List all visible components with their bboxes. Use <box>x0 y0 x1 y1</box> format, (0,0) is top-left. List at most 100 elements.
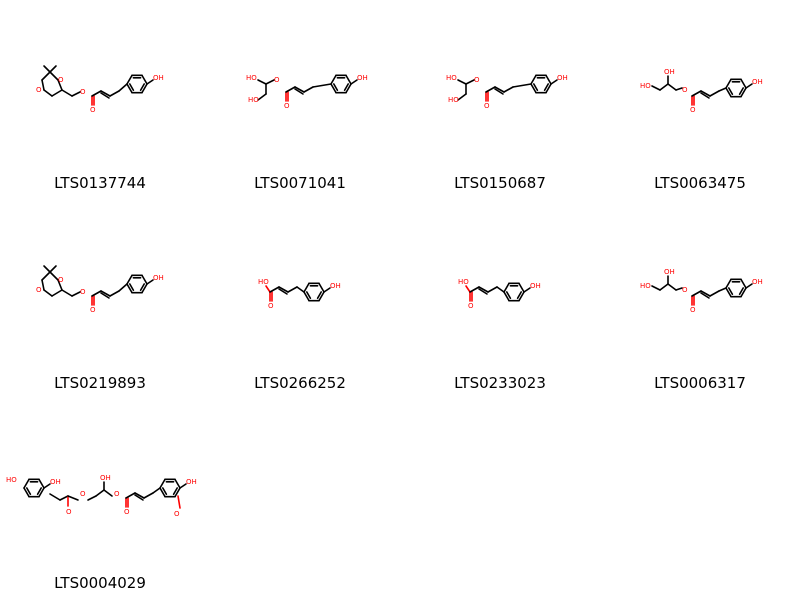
atom-label: O <box>268 302 274 310</box>
bond <box>109 290 120 297</box>
compound-id: LTS0071041 <box>254 174 346 192</box>
bond <box>738 87 744 96</box>
bond <box>350 79 358 85</box>
bond <box>651 85 661 91</box>
compound-cell-6: HO O OH LTS0266252 <box>200 200 400 400</box>
bond <box>141 274 148 285</box>
bond <box>71 291 81 297</box>
bond <box>316 291 322 300</box>
molecule-structure: HO OH O O OH <box>640 268 763 314</box>
atom-label: HO <box>640 82 651 90</box>
compound-cell-7: HO O OH LTS0233023 <box>400 200 600 400</box>
atom-label: O <box>690 306 696 314</box>
bond <box>503 282 510 293</box>
bond <box>718 287 727 292</box>
atom-label: O <box>474 76 480 84</box>
bond <box>740 87 747 98</box>
bond <box>172 487 178 496</box>
bond <box>700 290 711 297</box>
bond <box>49 65 57 73</box>
bond <box>134 494 144 501</box>
bond <box>61 89 73 97</box>
bond <box>345 74 352 85</box>
bond <box>139 283 145 292</box>
compound-cell-8: HO OH O O OH LTS0006317 <box>600 200 800 400</box>
bond <box>303 86 314 93</box>
atom-label: O <box>80 88 86 96</box>
atom-label: O <box>174 510 180 518</box>
bond <box>740 287 747 298</box>
bond <box>659 283 669 291</box>
atom-label: O <box>124 508 130 516</box>
atom-label: O <box>274 76 280 84</box>
bond <box>177 495 181 509</box>
bond <box>23 478 30 489</box>
bond <box>126 283 133 294</box>
bond <box>530 74 537 85</box>
atom-label: O <box>484 102 490 110</box>
atom-label: O <box>80 288 86 296</box>
atom-label: O <box>90 106 96 114</box>
bond <box>125 492 136 499</box>
bond <box>725 87 732 98</box>
bond <box>269 286 280 293</box>
bond <box>67 495 79 501</box>
atom-label: OH <box>186 478 197 486</box>
compound-id: LTS0006317 <box>654 374 746 392</box>
atom-label: OH <box>153 74 164 82</box>
bond <box>465 79 475 85</box>
atom-label: O <box>36 86 42 94</box>
bond <box>23 487 30 498</box>
bond <box>126 274 133 285</box>
bond <box>512 83 532 88</box>
compound-cell-9: OH HO O O OH O O OH O LTS0004029 <box>0 400 200 600</box>
atom-label: O <box>690 106 696 114</box>
bond <box>51 289 63 297</box>
compound-id: LTS0150687 <box>454 174 546 192</box>
bond <box>91 90 102 97</box>
bond <box>38 478 45 489</box>
bond <box>728 287 734 296</box>
bond <box>43 265 51 273</box>
bond <box>57 279 63 291</box>
atom-label: HO <box>246 74 257 82</box>
bond <box>51 89 63 97</box>
bond <box>667 83 677 91</box>
molecule-structure: HO HO O O OH <box>246 74 368 110</box>
bond <box>43 289 53 297</box>
bond <box>100 292 110 299</box>
atom-label: O <box>682 286 688 294</box>
molecule-structure: HO O OH <box>258 278 341 310</box>
bond <box>25 487 32 496</box>
compound-id: LTS0233023 <box>454 374 546 392</box>
bond <box>141 283 148 294</box>
bond <box>257 93 267 101</box>
bond <box>330 83 337 94</box>
bond <box>179 483 187 489</box>
atom-label: O <box>90 306 96 314</box>
bond <box>294 88 304 95</box>
bond <box>478 286 489 293</box>
bond <box>265 285 271 293</box>
bond <box>57 79 63 91</box>
compound-id: LTS0219893 <box>54 374 146 392</box>
compound-id: LTS0004029 <box>54 574 146 592</box>
bond <box>503 291 510 302</box>
bond <box>465 285 471 293</box>
bond <box>496 286 505 293</box>
bond <box>152 487 161 494</box>
bond <box>278 286 289 293</box>
bond <box>675 87 683 91</box>
bond <box>333 83 339 92</box>
compound-cell-2: HO HO O O OH LTS0071041 <box>200 0 400 200</box>
bond <box>478 288 488 295</box>
atom-label: HO <box>448 96 459 104</box>
atom-label: O <box>114 490 120 498</box>
bond <box>700 90 711 97</box>
atom-label: OH <box>100 474 111 482</box>
molecule-structure: O O O O OH <box>36 65 164 114</box>
atom-label: O <box>284 102 290 110</box>
bond <box>159 487 166 498</box>
compound-cell-4: HO OH O O OH LTS0063475 <box>600 0 800 200</box>
